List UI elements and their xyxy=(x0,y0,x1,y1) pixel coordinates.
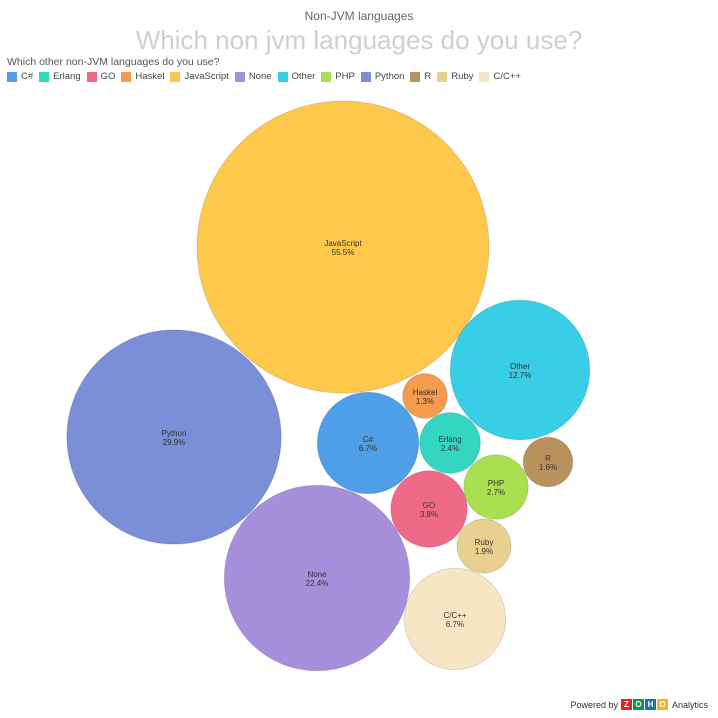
legend: C# Erlang GO Haskel JavaScript None Other PHP Py… xyxy=(7,71,527,82)
legend-item-erlang[interactable]: Erlang xyxy=(39,71,81,82)
bubble-value-go: 3.8% xyxy=(420,510,438,519)
powered-by-credit: Powered by Z O H O Analytics xyxy=(570,699,708,710)
legend-label: Ruby xyxy=(451,71,474,82)
bubble-ruby[interactable] xyxy=(456,518,512,574)
bubble-python[interactable] xyxy=(66,329,282,545)
zoho-logo-z: Z xyxy=(620,699,632,710)
legend-swatch xyxy=(170,71,181,82)
legend-swatch xyxy=(86,71,97,82)
bubble-label-go: GO xyxy=(423,501,435,510)
bubble-label-c-c-: C/C++ xyxy=(443,611,466,620)
legend-label: Python xyxy=(374,71,405,82)
bubble-value-c-: 6.7% xyxy=(359,444,377,453)
chart-title: Non-JVM languages xyxy=(304,9,414,23)
chart-subtitle: Which non jvm languages do you use? xyxy=(135,25,583,55)
legend-label: C# xyxy=(21,71,34,82)
legend-swatch xyxy=(321,71,332,82)
bubble-label-ruby: Ruby xyxy=(475,538,494,547)
legend-swatch xyxy=(479,71,490,82)
bubble-haskel[interactable] xyxy=(402,373,448,419)
bubble-c-c-[interactable] xyxy=(403,567,507,671)
bubble-label-r: R xyxy=(545,454,551,463)
bubble-value-none: 22.4% xyxy=(306,579,329,588)
zoho-logo: Z O H O xyxy=(620,699,669,710)
bubble-value-javascript: 55.5% xyxy=(332,248,355,257)
bubble-value-ruby: 1.9% xyxy=(475,547,493,556)
legend-label: R xyxy=(424,71,432,82)
powered-by-text: Powered by xyxy=(570,699,618,710)
bubble-value-php: 2.7% xyxy=(487,488,505,497)
legend-swatch xyxy=(234,71,245,82)
legend-item-haskel[interactable]: Haskel xyxy=(121,71,164,82)
bubble-r[interactable] xyxy=(522,436,574,488)
bubble-value-r: 1.6% xyxy=(539,463,557,472)
legend-label: PHP xyxy=(335,71,355,82)
bubble-value-erlang: 2.4% xyxy=(441,444,459,453)
bubble-value-haskel: 1.3% xyxy=(416,397,434,406)
bubble-other[interactable] xyxy=(449,299,591,441)
bubble-label-haskel: Haskel xyxy=(413,388,438,397)
legend-item-c-c-[interactable]: C/C++ xyxy=(479,71,521,82)
bubble-php[interactable] xyxy=(463,454,529,520)
bubble-label-javascript: JavaScript xyxy=(324,239,362,248)
legend-title: Which other non-JVM languages do you use… xyxy=(7,56,220,68)
bubble-label-none: None xyxy=(307,570,327,579)
legend-label: Haskel xyxy=(135,71,165,82)
legend-label: C/C++ xyxy=(493,71,521,82)
bubble-label-other: Other xyxy=(510,362,530,371)
legend-swatch xyxy=(437,71,448,82)
bubble-label-erlang: Erlang xyxy=(438,435,461,444)
legend-label: JavaScript xyxy=(184,71,229,82)
legend-item-ruby[interactable]: Ruby xyxy=(437,71,473,82)
legend-item-javascript[interactable]: JavaScript xyxy=(170,71,229,82)
legend-item-go[interactable]: GO xyxy=(86,71,116,82)
bubble-value-c-c-: 6.7% xyxy=(446,620,464,629)
bubble-label-c-: C# xyxy=(363,435,374,444)
bubble-label-php: PHP xyxy=(488,479,504,488)
bubble-erlang[interactable] xyxy=(419,412,481,474)
zoho-logo-o2: O xyxy=(656,699,668,710)
legend-label: GO xyxy=(100,71,116,82)
legend-item-c-[interactable]: C# xyxy=(7,71,33,82)
bubble-value-python: 29.9% xyxy=(163,438,186,447)
legend-swatch xyxy=(360,71,371,82)
bubble-javascript[interactable] xyxy=(196,100,490,394)
bubble-value-other: 12.7% xyxy=(509,371,532,380)
legend-label: Erlang xyxy=(53,71,81,82)
zoho-logo-h: H xyxy=(644,699,656,710)
bubble-go[interactable] xyxy=(390,470,468,548)
legend-swatch xyxy=(7,71,17,82)
legend-label: None xyxy=(248,71,272,82)
legend-swatch xyxy=(121,71,132,82)
legend-swatch xyxy=(410,71,421,82)
legend-item-php[interactable]: PHP xyxy=(321,71,355,82)
legend-item-none[interactable]: None xyxy=(234,71,272,82)
legend-swatch xyxy=(39,71,50,82)
legend-label: Other xyxy=(291,71,316,82)
bubble-none[interactable] xyxy=(223,484,411,672)
zoho-logo-o1: O xyxy=(632,699,644,710)
legend-swatch xyxy=(277,71,288,82)
legend-item-other[interactable]: Other xyxy=(277,71,316,82)
legend-item-python[interactable]: Python xyxy=(360,71,405,82)
powered-by-product: Analytics xyxy=(671,699,708,710)
bubble-c-[interactable] xyxy=(316,391,420,495)
legend-item-r[interactable]: R xyxy=(410,71,431,82)
bubble-label-python: Python xyxy=(162,429,187,438)
